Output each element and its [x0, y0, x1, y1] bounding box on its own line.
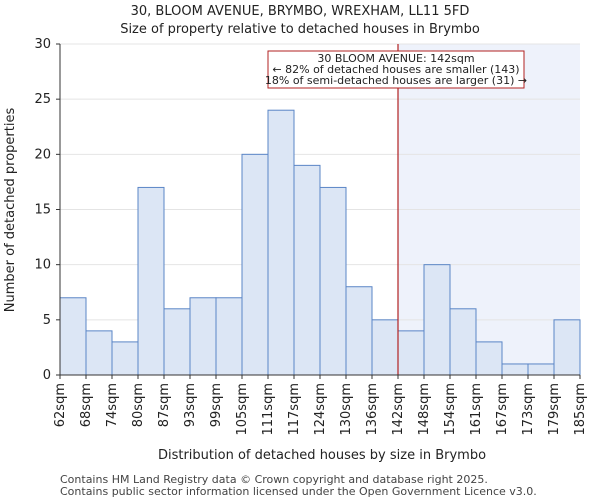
bar-179sqm — [553, 319, 581, 376]
y-tick-label: 0 — [43, 368, 51, 383]
bar-130sqm — [345, 286, 373, 376]
marker-annotation: 30 BLOOM AVENUE: 142sqm ← 82% of detache… — [265, 50, 527, 89]
x-tick-label: 179sqm — [547, 383, 562, 436]
bar-136sqm — [371, 319, 399, 376]
bar-167sqm — [501, 363, 529, 376]
footer-line-2: Contains public sector information licen… — [60, 485, 537, 498]
x-tick-label: 148sqm — [417, 383, 432, 436]
y-tick-label: 25 — [34, 92, 51, 107]
bar-124sqm — [319, 186, 347, 376]
bar-62sqm — [59, 297, 87, 376]
bar-148sqm — [423, 264, 451, 376]
y-tick-label: 30 — [34, 37, 51, 52]
x-tick-label: 173sqm — [521, 383, 536, 436]
bar-74sqm — [111, 341, 139, 376]
y-tick-label: 20 — [34, 147, 51, 162]
y-tick-labels: 0 5 10 15 20 25 30 — [34, 37, 60, 383]
x-tick-label: 99sqm — [209, 383, 224, 427]
y-tick-label: 10 — [34, 258, 51, 273]
x-tick-label: 136sqm — [365, 383, 380, 436]
x-tick-label: 142sqm — [391, 383, 406, 436]
bar-173sqm — [527, 363, 555, 376]
x-tick-label: 93sqm — [183, 383, 198, 427]
annotation-box — [267, 50, 525, 89]
bar-117sqm — [293, 164, 321, 376]
x-tick-label: 130sqm — [339, 383, 354, 436]
bar-161sqm — [475, 341, 503, 376]
chart-subtitle: Size of property relative to detached ho… — [120, 22, 480, 37]
annotation-line-2: ← 82% of detached houses are smaller (14… — [272, 63, 519, 76]
x-tick-label: 185sqm — [573, 383, 588, 436]
x-tick-labels: 62sqm 68sqm 74sqm 80sqm 87sqm 93sqm 99sqm 105sq… — [53, 375, 588, 436]
y-tick-label: 15 — [34, 203, 51, 218]
bar-93sqm — [189, 297, 217, 376]
x-tick-label: 161sqm — [469, 383, 484, 436]
x-tick-label: 68sqm — [79, 383, 94, 427]
chart-title: 30, BLOOM AVENUE, BRYMBO, WREXHAM, LL11 … — [131, 4, 470, 19]
x-tick-label: 124sqm — [313, 383, 328, 436]
y-tick-label: 5 — [43, 313, 51, 328]
x-tick-label: 80sqm — [131, 383, 146, 427]
bar-111sqm — [267, 109, 295, 376]
bar-142sqm — [397, 330, 425, 376]
y-axis-label: Number of detached properties — [3, 108, 18, 313]
x-tick-label: 105sqm — [235, 383, 250, 436]
bar-154sqm — [449, 308, 477, 376]
bar-105sqm — [241, 153, 269, 376]
bar-87sqm — [163, 308, 191, 376]
x-tick-label: 111sqm — [261, 383, 276, 436]
bars — [59, 109, 581, 376]
x-tick-label: 117sqm — [287, 383, 302, 436]
bar-99sqm — [215, 297, 243, 376]
x-tick-label: 74sqm — [105, 383, 120, 427]
x-tick-label: 167sqm — [495, 383, 510, 436]
annotation-line-1: 30 BLOOM AVENUE: 142sqm — [317, 52, 474, 65]
footer-line-1: Contains HM Land Registry data © Crown c… — [60, 473, 488, 486]
x-tick-label: 87sqm — [157, 383, 172, 427]
bar-80sqm — [137, 186, 165, 376]
x-axis-label: Distribution of detached houses by size … — [158, 448, 486, 463]
annotation-line-3: 18% of semi-detached houses are larger (… — [265, 74, 527, 87]
x-tick-label: 62sqm — [53, 383, 68, 427]
bar-68sqm — [85, 330, 113, 376]
x-tick-label: 154sqm — [443, 383, 458, 436]
